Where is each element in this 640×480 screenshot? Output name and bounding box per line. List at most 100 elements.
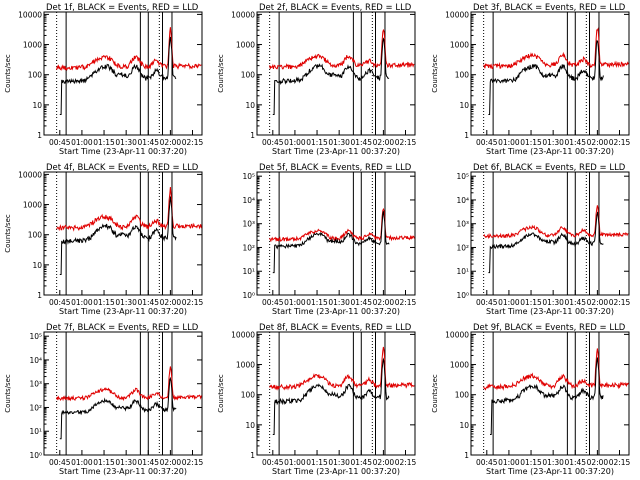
y-tick-label: 10⁰ bbox=[243, 291, 256, 300]
x-tick-label: 00:45 bbox=[262, 458, 284, 467]
x-tick-label: 01:00 bbox=[71, 138, 93, 147]
y-tick-label: 100 bbox=[28, 71, 43, 80]
y-axis-label: Counts/sec bbox=[431, 374, 439, 413]
series-events-line bbox=[273, 357, 390, 435]
x-tick-label: 01:45 bbox=[564, 138, 586, 147]
chart-det-8: Det 8f, BLACK = Events, RED = LLD 1 10 100 1… bbox=[217, 323, 417, 476]
x-tick-label: 02:15 bbox=[182, 298, 204, 307]
y-tick-label: 10³ bbox=[29, 380, 42, 389]
y-tick-label: 1000 bbox=[23, 41, 42, 50]
x-tick-label: 01:15 bbox=[520, 298, 542, 307]
x-tick-label: 01:00 bbox=[284, 458, 306, 467]
plot-frame bbox=[256, 11, 416, 136]
y-tick-label: 1000 bbox=[236, 361, 255, 370]
x-axis-label: Start Time (23-Apr-11 00:37:20) bbox=[59, 467, 187, 476]
x-tick-label: 02:15 bbox=[182, 138, 204, 147]
series-events-line bbox=[273, 37, 390, 115]
y-axis-label: Counts/sec bbox=[217, 54, 225, 93]
y-axis-label: Counts/sec bbox=[431, 54, 439, 93]
y-tick-label: 10¹ bbox=[243, 267, 256, 276]
chart-det-7: Det 7f, BLACK = Events, RED = LLD 10⁰ 10¹ 1… bbox=[4, 323, 204, 476]
series-lld-line bbox=[269, 207, 416, 243]
plot-frame bbox=[43, 11, 203, 136]
x-tick-label: 02:00 bbox=[373, 298, 395, 307]
x-tick-label: 01:00 bbox=[498, 138, 520, 147]
y-tick-label: 1 bbox=[464, 451, 469, 460]
series-lld-line bbox=[56, 27, 202, 72]
x-tick-label: 02:15 bbox=[395, 458, 417, 467]
x-tick-label: 01:30 bbox=[115, 458, 137, 467]
series-events-line bbox=[59, 376, 177, 440]
x-tick-label: 00:45 bbox=[49, 458, 71, 467]
series-lld-line bbox=[269, 28, 415, 70]
chart-det-6: Det 6f, BLACK = Events, RED = LLD 10⁰ 10¹ 1… bbox=[456, 163, 630, 316]
y-tick-label: 100 bbox=[454, 71, 469, 80]
x-tick-label: 01:45 bbox=[137, 458, 159, 467]
x-tick-label: 01:30 bbox=[329, 458, 351, 467]
x-tick-label: 01:30 bbox=[329, 298, 351, 307]
y-tick-label: 10⁴ bbox=[243, 196, 256, 205]
series-events-line bbox=[488, 39, 604, 115]
y-tick-label: 10² bbox=[29, 403, 42, 412]
x-tick-label: 01:00 bbox=[498, 298, 520, 307]
y-tick-label: 10000 bbox=[18, 170, 42, 179]
series-lld-line bbox=[269, 346, 416, 391]
y-axis-label: Counts/sec bbox=[4, 54, 12, 93]
y-tick-label: 10⁰ bbox=[456, 291, 469, 300]
y-tick-label: 10² bbox=[456, 243, 469, 252]
series-events-line bbox=[59, 36, 177, 115]
x-tick-label: 01:15 bbox=[520, 458, 542, 467]
y-tick-label: 10 bbox=[459, 421, 469, 430]
chart-title: Det 1f, BLACK = Events, RED = LLD bbox=[46, 3, 199, 13]
plot-frame bbox=[43, 331, 203, 456]
x-tick-label: 00:45 bbox=[262, 298, 284, 307]
series-lld-line bbox=[56, 366, 202, 402]
y-tick-label: 10000 bbox=[445, 330, 469, 339]
x-axis-label: Start Time (23-Apr-11 00:37:20) bbox=[272, 147, 400, 156]
plot-frame bbox=[256, 171, 416, 296]
x-tick-label: 01:30 bbox=[542, 458, 564, 467]
x-tick-label: 01:30 bbox=[115, 138, 137, 147]
y-axis-label: Counts/sec bbox=[4, 374, 12, 413]
y-tick-label: 1000 bbox=[450, 361, 469, 370]
chart-det-3: Det 3f, BLACK = Events, RED = LLD 1 10 100 1… bbox=[431, 3, 631, 156]
x-tick-label: 01:00 bbox=[498, 458, 520, 467]
x-tick-label: 01:15 bbox=[520, 138, 542, 147]
x-tick-label: 01:45 bbox=[564, 298, 586, 307]
chart-det-4: Det 4f, BLACK = Events, RED = LLD 1 10 100 1… bbox=[4, 163, 204, 316]
y-tick-label: 1 bbox=[251, 131, 256, 140]
y-tick-label: 100 bbox=[28, 231, 43, 240]
y-tick-label: 1 bbox=[37, 131, 42, 140]
y-tick-label: 10⁵ bbox=[456, 172, 469, 181]
chart-title: Det 5f, BLACK = Events, RED = LLD bbox=[259, 163, 412, 173]
y-tick-label: 100 bbox=[241, 71, 256, 80]
x-tick-label: 02:00 bbox=[586, 138, 608, 147]
y-tick-label: 1 bbox=[464, 131, 469, 140]
chart-title: Det 9f, BLACK = Events, RED = LLD bbox=[473, 323, 626, 333]
chart-det-5: Det 5f, BLACK = Events, RED = LLD 10⁰ 10¹ 1… bbox=[243, 163, 417, 316]
y-tick-label: 10⁰ bbox=[29, 451, 42, 460]
x-tick-label: 02:00 bbox=[373, 458, 395, 467]
chart-title: Det 3f, BLACK = Events, RED = LLD bbox=[473, 3, 626, 13]
series-events-line bbox=[59, 196, 177, 275]
x-tick-label: 01:15 bbox=[93, 298, 115, 307]
x-tick-label: 01:00 bbox=[284, 298, 306, 307]
series-lld-line bbox=[482, 348, 629, 391]
chart-title: Det 2f, BLACK = Events, RED = LLD bbox=[259, 3, 412, 13]
x-axis-label: Start Time (23-Apr-11 00:37:20) bbox=[486, 147, 614, 156]
y-tick-label: 1 bbox=[251, 451, 256, 460]
x-tick-label: 02:15 bbox=[608, 138, 630, 147]
x-tick-label: 02:00 bbox=[586, 458, 608, 467]
x-tick-label: 01:15 bbox=[307, 458, 329, 467]
y-tick-label: 10000 bbox=[18, 10, 42, 19]
chart-title: Det 4f, BLACK = Events, RED = LLD bbox=[46, 163, 199, 173]
chart-title: Det 7f, BLACK = Events, RED = LLD bbox=[46, 323, 199, 333]
x-tick-label: 02:00 bbox=[160, 298, 182, 307]
y-tick-label: 1000 bbox=[236, 41, 255, 50]
x-tick-label: 00:45 bbox=[49, 298, 71, 307]
x-tick-label: 01:00 bbox=[71, 298, 93, 307]
y-tick-label: 1 bbox=[37, 291, 42, 300]
x-tick-label: 01:30 bbox=[115, 298, 137, 307]
x-tick-label: 01:00 bbox=[71, 458, 93, 467]
